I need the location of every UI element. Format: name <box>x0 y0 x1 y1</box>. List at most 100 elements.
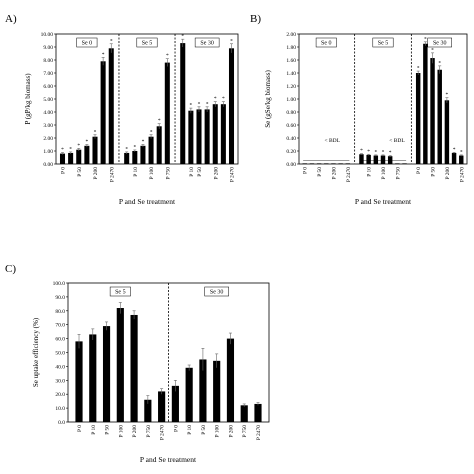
significance-mark: * <box>424 36 427 42</box>
bar <box>226 338 235 422</box>
bar <box>213 360 221 422</box>
bar <box>199 359 207 422</box>
bar <box>302 163 307 164</box>
significance-mark: * <box>150 129 153 135</box>
x-tick-label: P 10 <box>189 167 195 177</box>
x-axis-label: P and Se treatment <box>355 197 412 206</box>
y-tick-label: 20.0 <box>55 392 65 398</box>
significance-mark: * <box>69 146 72 152</box>
bdl-note: < BDL <box>389 138 405 144</box>
group-label-box <box>427 37 452 48</box>
significance-mark: * <box>94 129 97 135</box>
x-tick-label: P 50 <box>105 425 111 435</box>
plot-frame <box>55 33 239 165</box>
x-tick-label: P 2470 <box>230 167 236 182</box>
bar <box>423 43 428 164</box>
panel-c: C) 0.0 10.0 20.0 30.0 40.0 50.0 60.0 70.0 80.0 90.… <box>5 263 270 464</box>
y-tick-label: 50.0 <box>55 351 65 357</box>
significance-mark: * <box>367 149 370 155</box>
x-tick-label: P 0 <box>416 167 422 174</box>
significance-mark: * <box>102 52 105 58</box>
group-label: Se 0 <box>82 41 93 47</box>
bar <box>459 155 464 164</box>
significance-mark: * <box>125 146 128 152</box>
x-axis-label: P and Se treatment <box>119 197 176 206</box>
y-axis-label: Se uptake efficiency (%) <box>32 317 40 387</box>
bar <box>196 109 202 164</box>
bar <box>345 163 351 164</box>
significance-mark: * <box>206 101 209 107</box>
x-axis-label: P and Se treatment <box>140 455 197 464</box>
bar <box>240 405 248 422</box>
bar <box>402 163 407 164</box>
group-label: Se 5 <box>142 41 153 47</box>
y-tick-label: 90.0 <box>55 295 65 301</box>
y-tick-label: 0.60 <box>286 123 296 129</box>
y-tick-label: 9.00 <box>43 45 53 51</box>
x-tick-label: P 2470 <box>459 167 465 182</box>
x-tick-label: P 50 <box>201 425 207 435</box>
x-tick-label: P 200 <box>93 167 99 180</box>
bar <box>171 385 179 422</box>
bar <box>116 308 124 422</box>
y-tick-label: 1.60 <box>286 58 296 64</box>
group-label: Se 5 <box>378 41 389 47</box>
x-tick-label: P 2470 <box>346 167 352 182</box>
x-tick-label: P 200 <box>132 425 138 438</box>
significance-mark: * <box>453 147 456 153</box>
x-tick-label: P 750 <box>146 425 152 438</box>
significance-mark: * <box>190 103 193 109</box>
y-tick-label: 1.80 <box>286 45 296 51</box>
y-tick-label: 30.0 <box>55 378 65 384</box>
group-label-box <box>315 37 337 48</box>
bar <box>316 163 322 164</box>
y-tick-label: 10.00 <box>41 32 54 38</box>
group-label-box <box>204 286 229 297</box>
y-tick-label: 80.0 <box>55 309 65 315</box>
y-tick-label: 8.00 <box>43 58 53 64</box>
y-tick-label: 40.0 <box>55 364 65 370</box>
bar <box>89 334 97 422</box>
panel-letter: A) <box>5 13 17 25</box>
x-tick-label: P 100 <box>149 167 155 180</box>
y-tick-label: 3.00 <box>43 123 53 129</box>
plot-frame <box>67 282 270 423</box>
significance-mark: * <box>446 92 449 98</box>
y-tick-label: 0.0 <box>58 420 65 426</box>
significance-mark: * <box>158 118 161 124</box>
bar <box>387 156 393 164</box>
x-tick-label: P 750 <box>165 167 171 180</box>
y-tick-label: 1.20 <box>286 84 296 90</box>
x-tick-label: P 50 <box>77 167 83 177</box>
y-tick-label: 7.00 <box>43 71 53 77</box>
x-tick-label: P 0 <box>61 167 67 174</box>
bar <box>180 43 186 164</box>
group-label-box <box>136 37 158 48</box>
x-tick-label: P 0 <box>303 167 309 174</box>
x-tick-label: P 10 <box>187 425 193 435</box>
x-tick-label: P 200 <box>331 167 337 180</box>
y-tick-label: 10.0 <box>55 406 65 412</box>
bar <box>254 403 262 422</box>
bar <box>185 367 193 422</box>
bar <box>366 154 371 164</box>
significance-mark: * <box>417 66 420 72</box>
bar <box>437 69 442 164</box>
significance-mark: * <box>438 60 441 66</box>
x-tick-label: P 50 <box>197 167 203 177</box>
bar <box>444 100 450 164</box>
bar <box>158 391 166 422</box>
group-label: Se 30 <box>433 41 447 47</box>
bar <box>309 163 315 164</box>
y-axis-label: P (gP/kg biomass) <box>24 73 32 125</box>
x-tick-label: P 750 <box>242 425 248 438</box>
bar <box>59 153 66 164</box>
x-tick-label: P 10 <box>367 167 373 177</box>
bar <box>75 341 83 422</box>
group-label: Se 0 <box>321 41 332 47</box>
y-tick-label: 5.00 <box>43 97 53 103</box>
x-tick-label: P 50 <box>431 167 437 177</box>
significance-mark: * <box>166 53 169 59</box>
bar <box>395 163 400 164</box>
x-tick-label: P 100 <box>215 425 221 438</box>
